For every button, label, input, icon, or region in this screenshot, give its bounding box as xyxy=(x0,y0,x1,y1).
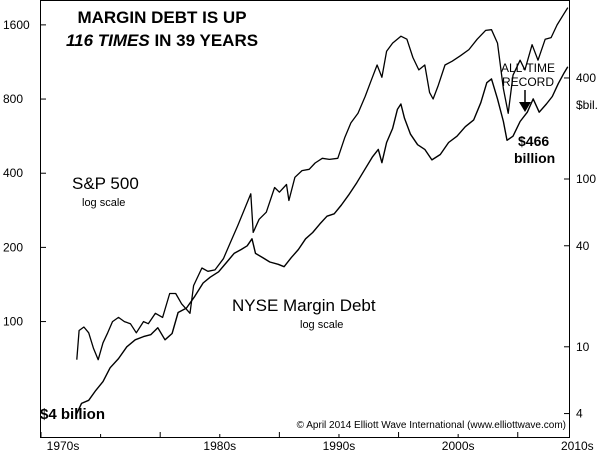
right-tick-label: 100 xyxy=(576,172,596,186)
chart-title-line-1: MARGIN DEBT IS UP xyxy=(77,8,246,27)
bottom-tick-label: 1970s xyxy=(47,439,80,452)
plot-frame xyxy=(40,0,570,438)
bottom-tick-label: 2000s xyxy=(442,439,475,452)
left-tick-label: 800 xyxy=(3,92,23,106)
right-tick-label: 4 xyxy=(576,407,583,421)
sp500-line xyxy=(76,7,569,361)
left-tick-label: 200 xyxy=(3,240,23,254)
bottom-tick-label: 1990s xyxy=(323,439,356,452)
bottom-axis-ticks: 1970s 1980s 1990s 2000s 2010s xyxy=(40,432,594,452)
right-tick-label: 10 xyxy=(576,340,590,354)
left-tick-label: 100 xyxy=(3,315,23,329)
margin-debt-label: NYSE Margin Debt xyxy=(232,296,376,315)
right-axis-unit: $bil. xyxy=(576,98,598,112)
bottom-tick-label: 2010s xyxy=(561,439,594,452)
margin-debt-line xyxy=(76,66,569,414)
record-label-line-2: RECORD xyxy=(502,75,554,89)
chart-title-line-2: 116 TIMES IN 39 YEARS xyxy=(66,31,258,50)
start-value-label: $4 billion xyxy=(40,406,105,423)
sp500-label: S&P 500 xyxy=(72,174,139,193)
series-layer xyxy=(76,7,569,414)
left-tick-label: 1600 xyxy=(3,18,30,32)
margin-debt-sublabel: log scale xyxy=(300,319,343,331)
end-value-line-2: billion xyxy=(514,150,555,166)
copyright-text: © April 2014 Elliott Wave International … xyxy=(297,420,566,431)
right-tick-label: 40 xyxy=(576,239,590,253)
left-axis-ticks: 1600 800 400 200 100 xyxy=(3,18,46,329)
record-arrow-head xyxy=(519,102,531,112)
right-axis-ticks: 400 100 40 10 4 xyxy=(564,71,596,421)
sp500-sublabel: log scale xyxy=(82,197,125,209)
chart-title-rest: IN 39 YEARS xyxy=(150,31,258,50)
right-tick-label: 400 xyxy=(576,71,596,85)
end-value-line-1: $466 xyxy=(518,133,549,149)
bottom-tick-label: 1980s xyxy=(203,439,236,452)
left-tick-label: 400 xyxy=(3,166,23,180)
record-label-line-1: ALL-TIME xyxy=(501,61,555,75)
chart-title-italic: 116 TIMES xyxy=(66,31,150,50)
